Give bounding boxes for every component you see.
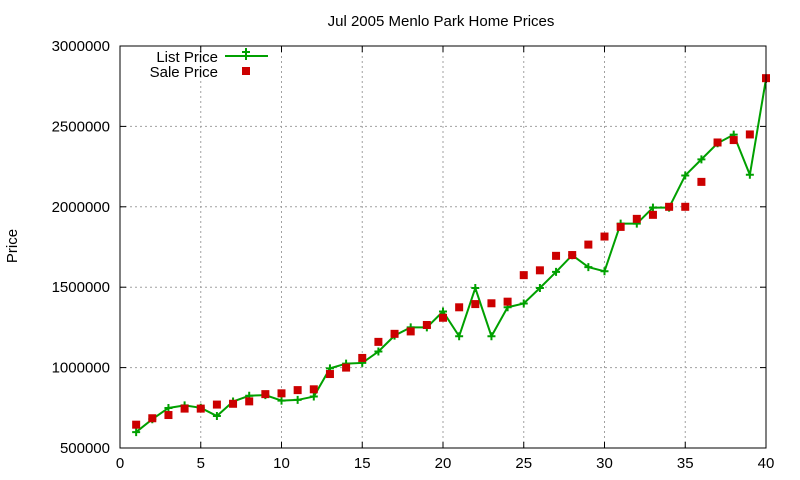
- sale-price-point: [535, 266, 544, 275]
- sale-price-point: [487, 299, 496, 308]
- sale-price-point: [406, 327, 415, 336]
- series-sale-price: [132, 74, 770, 429]
- sale-price-point: [293, 386, 302, 395]
- x-tick-label: 15: [354, 455, 371, 472]
- list-price-point: [132, 428, 141, 437]
- list-price-point: [374, 347, 383, 356]
- list-price-point: [471, 284, 480, 293]
- list-price-point: [519, 299, 528, 308]
- list-price-line: [135, 78, 767, 433]
- sale-price-point: [180, 404, 189, 413]
- sale-price-point: [358, 353, 367, 362]
- list-price-point: [455, 332, 464, 341]
- sale-price-point: [164, 411, 173, 420]
- y-tick-label: 1000000: [52, 360, 110, 377]
- sale-price-point: [132, 420, 141, 429]
- sale-price-point: [325, 370, 334, 379]
- sale-price-point: [471, 300, 480, 309]
- list-price-point: [164, 403, 173, 412]
- legend-label-list-price: List Price: [156, 49, 218, 66]
- sale-price-point: [148, 414, 157, 423]
- x-tick-label: 5: [197, 455, 205, 472]
- sale-price-point: [422, 320, 431, 329]
- sale-price-point: [212, 400, 221, 409]
- sale-price-point: [697, 177, 706, 186]
- list-price-point: [212, 412, 221, 421]
- sale-price-point: [196, 404, 205, 413]
- list-price-point: [600, 267, 609, 276]
- sale-price-point: [648, 210, 657, 219]
- x-tick-label: 0: [116, 455, 124, 472]
- list-price-point: [309, 392, 318, 401]
- plot-frame: [119, 45, 767, 449]
- x-tick-label: 10: [273, 455, 290, 472]
- sale-price-point: [277, 389, 286, 398]
- list-price-point: [697, 155, 706, 164]
- x-tick-label: 25: [515, 455, 532, 472]
- sale-price-point: [681, 202, 690, 211]
- list-price-point: [648, 203, 657, 212]
- plot-series: [132, 74, 770, 437]
- y-tick-label: 500000: [60, 440, 110, 457]
- sale-price-point: [552, 251, 561, 260]
- list-price-point: [681, 171, 690, 180]
- list-price-point: [277, 396, 286, 405]
- list-price-point: [487, 332, 496, 341]
- x-tick-label: 35: [677, 455, 694, 472]
- sale-price-point: [503, 297, 512, 306]
- legend-marker-sale-price: [242, 67, 250, 75]
- y-tick-label: 2000000: [52, 199, 110, 216]
- y-tick-label: 1500000: [52, 279, 110, 296]
- sale-price-point: [229, 399, 238, 408]
- x-tick-label: 40: [758, 455, 775, 472]
- sale-price-point: [568, 251, 577, 260]
- list-price-point: [293, 395, 302, 404]
- series-list-price: [132, 74, 770, 437]
- y-tick-label: 3000000: [52, 38, 110, 55]
- legend-label-sale-price: Sale Price: [150, 64, 218, 81]
- legend-marker-list-price: [242, 48, 250, 60]
- sale-price-point: [519, 271, 528, 280]
- legend: List Price Sale Price: [150, 48, 268, 81]
- sale-price-point: [390, 329, 399, 338]
- x-tick-label: 30: [596, 455, 613, 472]
- y-tick-label: 2500000: [52, 118, 110, 135]
- sale-price-point: [632, 214, 641, 223]
- sale-price-point: [600, 232, 609, 241]
- sale-price-point: [261, 390, 270, 399]
- list-price-point: [552, 267, 561, 276]
- sale-price-point: [665, 202, 674, 211]
- sale-price-point: [455, 303, 464, 312]
- sale-price-point: [439, 313, 447, 322]
- sale-price-point: [309, 385, 318, 394]
- y-axis-label: Price: [4, 229, 21, 263]
- chart-title: Jul 2005 Menlo Park Home Prices: [328, 13, 555, 30]
- list-price-point: [584, 263, 593, 272]
- grid: [120, 46, 766, 448]
- sale-price-point: [616, 222, 625, 231]
- axis-ticks: 0 5 10 15 20 25 30 35 40 500000 1000000 1500000 2000…: [52, 38, 775, 472]
- list-price-point: [745, 170, 754, 179]
- x-tick-label: 20: [435, 455, 452, 472]
- sale-price-point: [342, 363, 351, 372]
- sale-price-point: [729, 136, 738, 145]
- sale-price-point: [745, 130, 754, 139]
- sale-price-point: [713, 138, 722, 147]
- sale-price-point: [245, 397, 254, 406]
- sale-price-point: [374, 337, 383, 346]
- list-price-point: [535, 284, 544, 293]
- sale-price-point: [584, 240, 593, 249]
